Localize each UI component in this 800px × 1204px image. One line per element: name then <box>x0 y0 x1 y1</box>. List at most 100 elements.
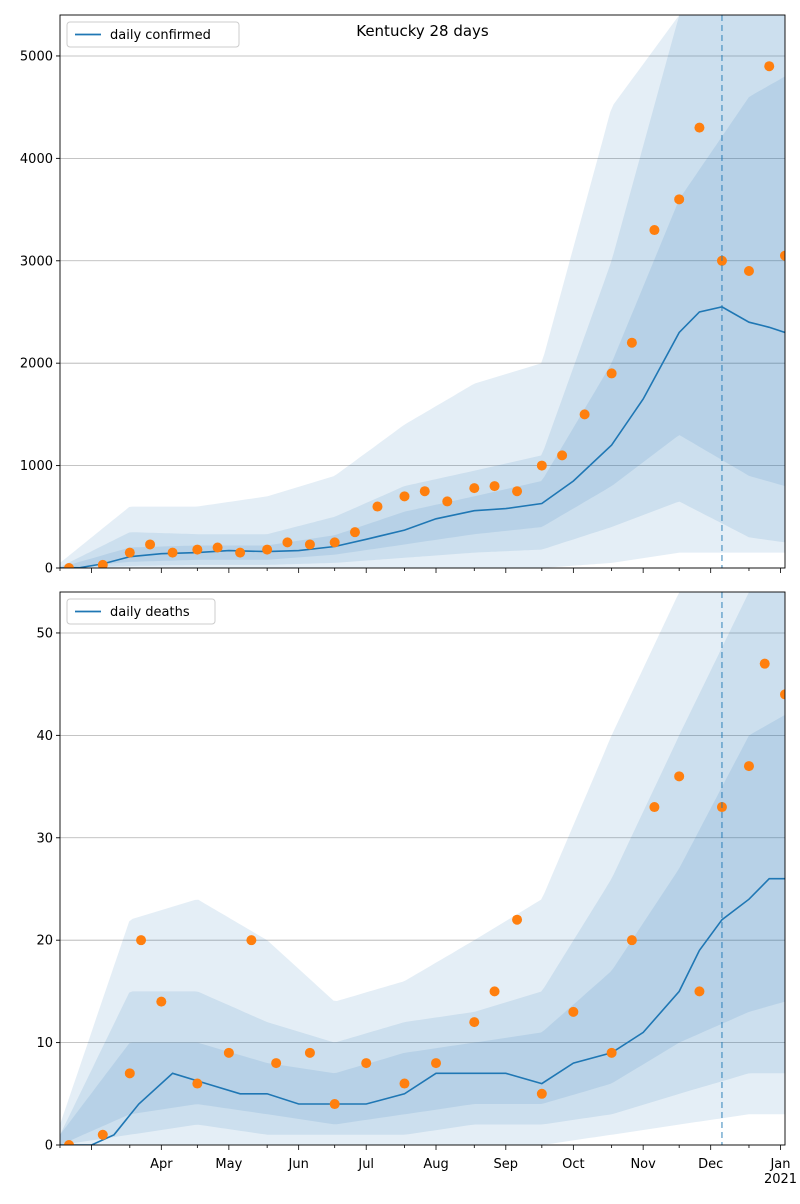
uncertainty-band <box>60 592 785 1145</box>
legend-box <box>66 598 216 625</box>
data-point <box>304 539 315 550</box>
y-tick-label: 0 <box>45 562 53 577</box>
y-tick-label: 50 <box>36 626 53 641</box>
data-point <box>442 496 453 507</box>
data-point <box>156 996 167 1007</box>
y-tick-label: 20 <box>36 934 53 949</box>
confirmed-panel: 0 1000 2000 3000 4000 5000 Kentucky 28 days dai… <box>20 14 786 577</box>
x-tick-label: May <box>215 1157 242 1172</box>
axes-frame <box>59 591 786 1146</box>
data-point <box>512 914 523 925</box>
data-point <box>489 481 500 492</box>
legend-label: daily confirmed <box>110 28 211 43</box>
data-point <box>329 1099 340 1110</box>
data-point <box>192 544 203 555</box>
data-point <box>743 761 754 772</box>
y-tick-label: 10 <box>36 1036 53 1051</box>
data-point <box>192 1078 203 1089</box>
legend-box <box>66 21 240 48</box>
x-tick-label: Oct <box>562 1157 584 1172</box>
data-point <box>97 1129 108 1140</box>
data-point <box>780 250 785 261</box>
x-tick-label: 2021 <box>764 1172 797 1187</box>
data-point <box>536 1088 547 1099</box>
data-point <box>349 527 360 538</box>
deaths-panel: 0 10 20 30 40 50 Apr May Jun Jul Aug Sep Oct Nov Dec Ja… <box>36 591 797 1187</box>
data-point <box>145 539 156 550</box>
data-point <box>271 1058 282 1069</box>
plot-area <box>60 15 785 568</box>
data-point <box>399 1078 410 1089</box>
x-tick-label: Dec <box>698 1157 723 1172</box>
data-point <box>512 486 523 497</box>
data-point <box>419 486 430 497</box>
data-point <box>64 563 75 568</box>
data-point <box>97 559 108 568</box>
axes-frame <box>59 14 786 569</box>
data-point <box>167 547 178 558</box>
data-point <box>489 986 500 997</box>
x-tick-label: Sep <box>494 1157 519 1172</box>
series-line <box>60 877 785 1145</box>
y-tick-label: 0 <box>45 1139 53 1154</box>
data-point <box>606 368 617 379</box>
data-point <box>246 935 257 946</box>
y-tick-label: 30 <box>36 831 53 846</box>
data-point <box>235 547 246 558</box>
data-point <box>282 537 293 548</box>
data-point <box>124 1068 135 1079</box>
data-point <box>262 544 273 555</box>
x-tick-label: Apr <box>150 1157 173 1172</box>
x-tick-label: Nov <box>630 1157 656 1172</box>
x-tick-label: Jul <box>357 1157 374 1172</box>
data-point <box>674 771 685 782</box>
data-point <box>469 483 480 494</box>
data-point <box>626 935 637 946</box>
data-point <box>361 1058 372 1069</box>
data-point <box>743 266 754 277</box>
data-point <box>124 547 135 558</box>
data-point <box>649 225 660 236</box>
plot-area <box>60 592 785 1145</box>
data-point <box>431 1058 442 1069</box>
y-tick-label: 5000 <box>20 49 53 64</box>
x-tick-label: Aug <box>423 1157 448 1172</box>
data-point <box>759 658 770 669</box>
series-line <box>60 306 785 568</box>
data-point <box>469 1017 480 1028</box>
data-point <box>399 491 410 502</box>
legend-label: daily deaths <box>110 605 190 620</box>
data-point <box>780 689 785 700</box>
uncertainty-band <box>60 15 785 568</box>
data-point <box>136 935 147 946</box>
x-tick-label: Jan <box>769 1157 790 1172</box>
data-point <box>579 409 590 420</box>
y-tick-label: 4000 <box>20 152 53 167</box>
y-tick-label: 1000 <box>20 459 53 474</box>
data-point <box>694 986 705 997</box>
data-point <box>764 61 775 72</box>
data-point <box>694 122 705 133</box>
chart-title: Kentucky 28 days <box>356 22 489 40</box>
uncertainty-band <box>60 592 785 1145</box>
data-point <box>568 1006 579 1017</box>
y-tick-label: 3000 <box>20 254 53 269</box>
uncertainty-band <box>60 15 785 568</box>
data-point <box>674 194 685 205</box>
data-point <box>536 460 547 471</box>
data-point <box>557 450 568 461</box>
uncertainty-band <box>60 76 785 568</box>
data-point <box>223 1047 234 1058</box>
data-point <box>212 542 223 553</box>
data-point <box>64 1140 75 1145</box>
y-tick-label: 40 <box>36 729 53 744</box>
x-tick-label: Jun <box>288 1157 309 1172</box>
data-point <box>606 1047 617 1058</box>
data-point <box>372 501 383 512</box>
uncertainty-band <box>60 714 785 1145</box>
data-point <box>649 802 660 813</box>
data-point <box>304 1047 315 1058</box>
data-point <box>626 337 637 348</box>
